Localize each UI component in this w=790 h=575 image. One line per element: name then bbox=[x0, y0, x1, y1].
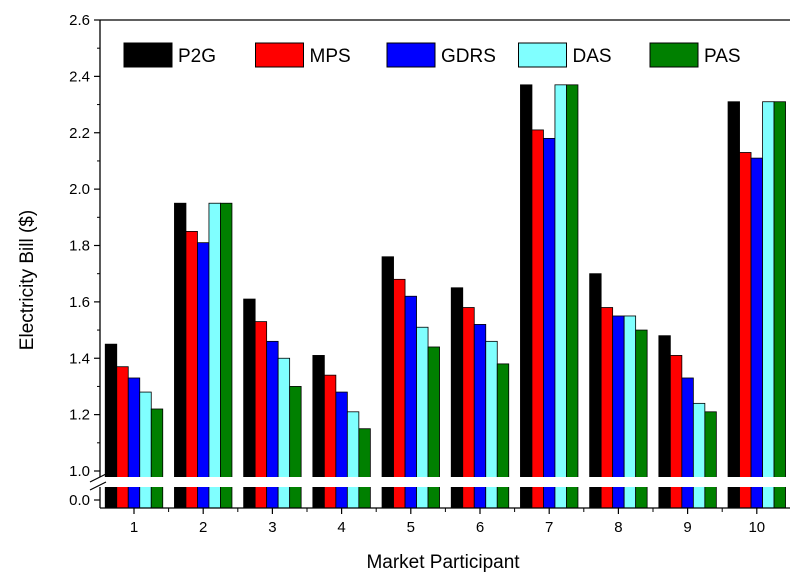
y-tick-label-1.6: 1.6 bbox=[69, 294, 90, 311]
bar-gdrs-2 bbox=[197, 242, 210, 509]
x-axis-title: Market Participant bbox=[366, 552, 520, 573]
bars-layer bbox=[104, 84, 786, 509]
bar-mps-7 bbox=[531, 129, 544, 509]
legend-swatch-pas bbox=[649, 42, 699, 68]
bar-gdrs-5 bbox=[404, 295, 417, 509]
bar-p2g-2 bbox=[174, 202, 187, 509]
x-tick-label-8: 8 bbox=[614, 519, 622, 536]
legend-label-gdrs: GDRS bbox=[441, 46, 496, 67]
legend: P2G MPS GDRS DAS PAS bbox=[123, 42, 741, 68]
bar-p2g-10 bbox=[727, 101, 740, 509]
bar-gdrs-9 bbox=[681, 377, 694, 509]
legend-label-p2g: P2G bbox=[178, 46, 216, 67]
y-tick-label-2.0: 2.0 bbox=[69, 181, 90, 198]
legend-label-das: DAS bbox=[573, 46, 612, 67]
bar-pas-2 bbox=[220, 202, 233, 509]
bar-gdrs-1 bbox=[127, 377, 141, 509]
x-tick-label-3: 3 bbox=[268, 519, 276, 536]
x-tick-label-9: 9 bbox=[683, 519, 691, 536]
bar-pas-10 bbox=[773, 101, 786, 509]
x-tick-label-1: 1 bbox=[130, 519, 138, 536]
bar-das-9 bbox=[692, 402, 706, 509]
axis-break bbox=[89, 473, 790, 491]
axis-break-mark-lower bbox=[89, 481, 107, 491]
x-tick-label-7: 7 bbox=[545, 519, 553, 536]
x-tick-label-6: 6 bbox=[476, 519, 484, 536]
bar-pas-3 bbox=[289, 386, 302, 509]
bar-gdrs-4 bbox=[335, 391, 348, 509]
legend-swatch-gdrs bbox=[386, 42, 436, 68]
bar-p2g-7 bbox=[520, 84, 533, 509]
y-axis-title: Electricity Bill ($) bbox=[17, 210, 38, 350]
y-tick-label-2.6: 2.6 bbox=[69, 12, 90, 29]
bar-das-4 bbox=[346, 411, 360, 509]
bar-p2g-3 bbox=[243, 298, 256, 509]
bar-mps-4 bbox=[323, 374, 337, 509]
axis-break-gap bbox=[94, 477, 790, 487]
legend-label-pas: PAS bbox=[704, 46, 741, 67]
bar-mps-5 bbox=[393, 278, 406, 509]
bar-pas-9 bbox=[704, 411, 717, 509]
bar-das-7 bbox=[554, 84, 567, 509]
y-tick-label-2.2: 2.2 bbox=[69, 125, 90, 142]
bar-das-1 bbox=[139, 391, 152, 509]
bar-gdrs-7 bbox=[543, 137, 556, 509]
y-tick-label-1.4: 1.4 bbox=[69, 350, 90, 367]
x-tick-label-10: 10 bbox=[748, 519, 765, 536]
bar-mps-10 bbox=[739, 152, 752, 509]
legend-label-mps: MPS bbox=[310, 46, 351, 67]
axis-break-mark-upper bbox=[89, 473, 107, 483]
x-tick-label-4: 4 bbox=[337, 519, 345, 536]
bar-pas-4 bbox=[358, 428, 371, 509]
bar-mps-2 bbox=[185, 231, 198, 509]
legend-swatch-p2g bbox=[123, 42, 173, 68]
bar-p2g-8 bbox=[589, 273, 602, 509]
y-tick-label-1.0: 1.0 bbox=[69, 463, 90, 480]
bar-gdrs-10 bbox=[750, 157, 763, 509]
x-tick-label-2: 2 bbox=[199, 519, 207, 536]
legend-swatch-mps bbox=[255, 42, 304, 68]
bar-pas-1 bbox=[150, 408, 164, 509]
y-tick-label-1.2: 1.2 bbox=[69, 407, 90, 424]
x-tick-label-5: 5 bbox=[407, 519, 415, 536]
bar-p2g-5 bbox=[381, 256, 394, 509]
bar-p2g-6 bbox=[450, 287, 464, 509]
axes-layer: 0.0 1.0 1.2 1.4 1.6 1.8 2.0 2.2 2.4 2.6 1 2 3 4 5 6 7 8 9 1… bbox=[69, 12, 790, 536]
bar-pas-7 bbox=[566, 84, 579, 509]
y-tick-label-2.4: 2.4 bbox=[69, 68, 90, 85]
y-tick-label-1.8: 1.8 bbox=[69, 238, 90, 255]
legend-swatch-das bbox=[518, 42, 567, 68]
bar-das-10 bbox=[762, 101, 775, 509]
y-tick-label-0.0: 0.0 bbox=[69, 492, 90, 509]
bar-das-2 bbox=[208, 202, 221, 509]
